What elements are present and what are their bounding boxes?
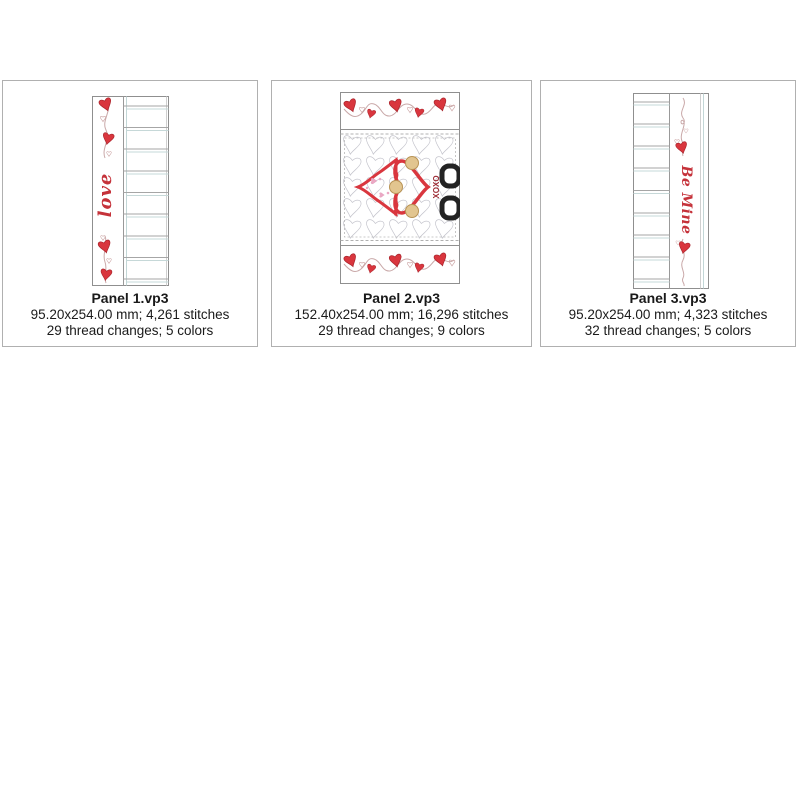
panel-dimensions: 152.40x254.00 mm; 16,296 stitches xyxy=(294,306,509,322)
panel-dimensions: 95.20x254.00 mm; 4,261 stitches xyxy=(30,306,230,322)
quilt-grid-lines xyxy=(633,93,704,289)
quilt-grid-lines xyxy=(123,96,169,286)
panel-title: Panel 2.vp3 xyxy=(362,290,441,306)
gnome-boot-left xyxy=(439,195,460,221)
panel-dimensions: 95.20x254.00 mm; 4,323 stitches xyxy=(568,306,768,322)
gnome-holding-heart-graphic: XOXO xyxy=(353,156,460,221)
panel-title: Panel 1.vp3 xyxy=(91,290,169,306)
embroidered-script-be-mine: Be Mine xyxy=(678,165,694,235)
heart-vine-graphic xyxy=(674,97,692,287)
panel-title: Panel 3.vp3 xyxy=(629,290,707,306)
panel-card-3[interactable]: Panel 3.vp3 95.20x254.00 mm; 4,323 stitc… xyxy=(540,80,796,347)
gnome-hand-left xyxy=(405,204,419,218)
panel-card-2[interactable]: XOXO Panel 2.vp3 152.40x254.00 mm; 16,29… xyxy=(271,80,532,347)
panel-thread-info: 32 thread changes; 5 colors xyxy=(584,323,752,338)
panel-thread-info: 29 thread changes; 9 colors xyxy=(318,323,485,338)
panel-3-caption: Panel 3.vp3 95.20x254.00 mm; 4,323 stitc… xyxy=(541,290,795,340)
panel-1-caption: Panel 1.vp3 95.20x254.00 mm; 4,261 stitc… xyxy=(3,290,257,340)
panel-card-1[interactable]: Panel 1.vp3 95.20x254.00 mm; 4,261 stitc… xyxy=(2,80,258,347)
gnome-hand-right xyxy=(405,156,419,170)
design-preview-gnome-panel: XOXO xyxy=(340,92,460,284)
embroidered-script-love: love xyxy=(95,172,116,218)
gnome-nose xyxy=(389,180,403,194)
panel-2-caption: Panel 2.vp3 152.40x254.00 mm; 16,296 sti… xyxy=(272,290,531,340)
panel-thread-info: 29 thread changes; 5 colors xyxy=(46,323,214,338)
design-preview-be-mine-panel xyxy=(633,93,709,289)
heart-vine-graphic xyxy=(97,96,116,284)
gnome-boot-right xyxy=(439,163,460,189)
embroidered-text-xoxo: XOXO xyxy=(432,175,441,198)
design-preview-love-panel xyxy=(92,96,169,286)
